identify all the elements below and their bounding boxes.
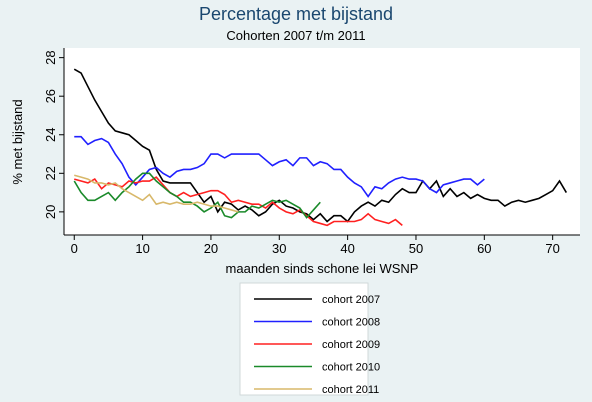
series-line xyxy=(73,172,321,219)
chart-title: Percentage met bijstand xyxy=(199,4,393,24)
x-axis-label: maanden sinds schone lei WSNP xyxy=(226,261,419,276)
y-tick-label: 28 xyxy=(43,50,58,64)
y-tick-label: 22 xyxy=(43,166,58,180)
legend-label: cohort 2008 xyxy=(322,317,380,329)
legend-label: cohort 2009 xyxy=(322,339,380,351)
x-tick-label: 0 xyxy=(71,241,78,256)
plot-area xyxy=(64,48,580,235)
legend-label: cohort 2010 xyxy=(322,362,380,374)
legend-label: cohort 2011 xyxy=(322,384,379,396)
series-line xyxy=(74,176,403,227)
series-line xyxy=(73,68,568,223)
y-tick-label: 20 xyxy=(43,205,58,219)
x-tick-label: 70 xyxy=(545,241,559,256)
legend-label: cohort 2007 xyxy=(322,294,380,306)
x-tick-label: 50 xyxy=(409,241,423,256)
y-tick-label: 26 xyxy=(43,89,58,103)
x-tick-label: 10 xyxy=(135,241,149,256)
legend-box xyxy=(239,282,369,396)
x-tick-label: 20 xyxy=(204,241,218,256)
x-tick-label: 60 xyxy=(477,241,491,256)
x-tick-label: 30 xyxy=(272,241,286,256)
x-tick-label: 40 xyxy=(340,241,354,256)
chart-subtitle: Cohorten 2007 t/m 2011 xyxy=(226,28,365,43)
series-line xyxy=(74,135,485,198)
y-tick-label: 24 xyxy=(43,128,58,142)
series-line xyxy=(74,174,239,213)
y-axis-label: % met bijstand xyxy=(10,99,25,184)
